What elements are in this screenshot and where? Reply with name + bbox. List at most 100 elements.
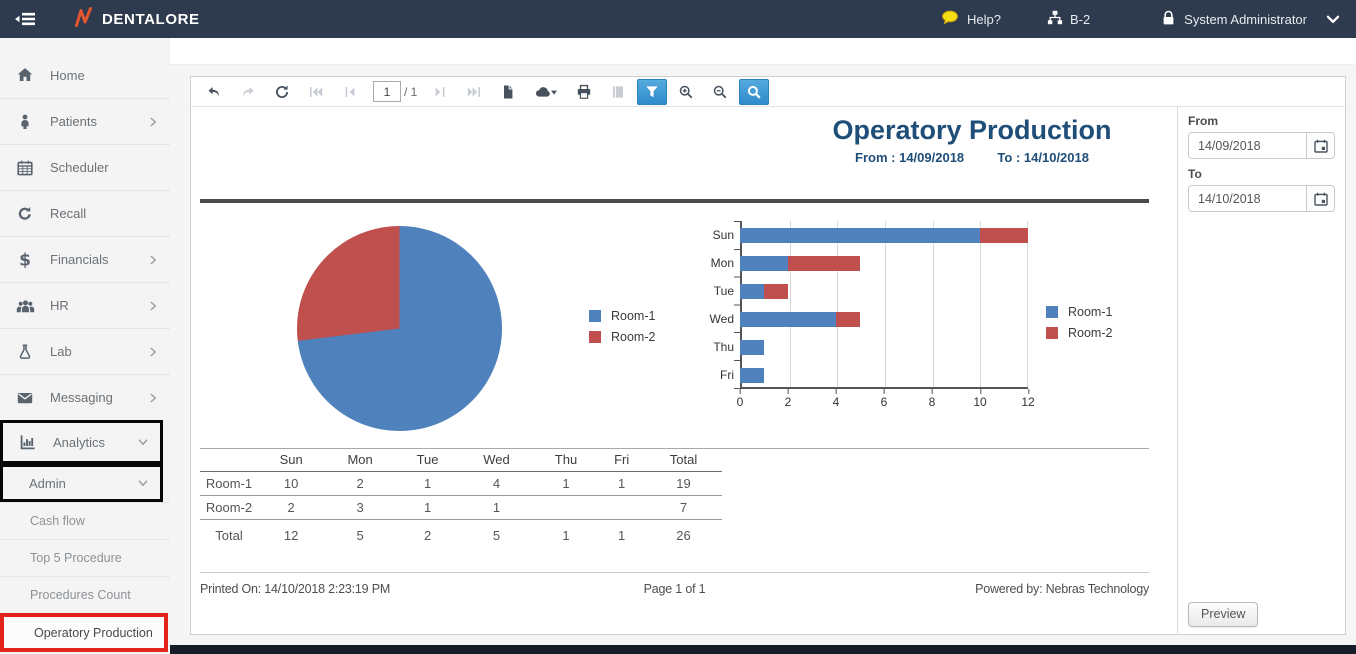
bar-row — [740, 361, 1028, 389]
table-cell — [533, 495, 599, 520]
table-cell: 5 — [356, 528, 364, 543]
undo-icon[interactable] — [199, 79, 229, 105]
sidebar-item-patients[interactable]: Patients — [0, 98, 170, 144]
bar-category-label: Thu — [713, 340, 734, 354]
bar-xaxis: 0 2 4 6 8 10 12 — [736, 389, 1035, 411]
sidebar-item-scheduler[interactable]: Scheduler — [0, 144, 170, 190]
table-cell: 1 — [395, 471, 460, 496]
patient-icon — [16, 113, 44, 131]
chevron-down-icon — [138, 437, 148, 447]
bar-x-tick: 0 — [736, 389, 744, 409]
calendar-icon — [16, 159, 44, 177]
table-header-cell: Wed — [459, 449, 534, 472]
table-header-cell: Thu — [533, 449, 599, 472]
download-cloud-icon[interactable] — [527, 79, 565, 105]
table-header-cell: Sun — [258, 449, 325, 472]
bar-category-label: Wed — [709, 312, 734, 326]
table-cell: 1 — [533, 471, 599, 496]
sidebar-item-hr[interactable]: HR — [0, 282, 170, 328]
table-cell: 1 — [598, 471, 646, 496]
table-cell: 12 — [283, 528, 299, 543]
sidebar-item-top5-procedure[interactable]: Top 5 Procedure — [0, 539, 170, 576]
export-document-icon[interactable] — [493, 79, 523, 105]
report-table-head-row: Sun Mon Tue Wed Thu Fri Total — [200, 449, 722, 472]
brand: DENTALORE — [74, 6, 200, 33]
table-top-line — [200, 448, 1149, 449]
bar-rows — [740, 221, 1028, 389]
sidebar-item-admin[interactable]: Admin — [0, 464, 163, 502]
to-label: To — [1188, 167, 1202, 181]
brand-name: DENTALORE — [102, 10, 200, 28]
table-cell: 26 — [676, 528, 691, 543]
title-separator — [200, 199, 1149, 203]
chevron-down-icon — [138, 478, 148, 488]
from-date-input[interactable] — [1189, 133, 1306, 158]
report-title: Operatory Production — [832, 115, 1112, 145]
refresh-icon[interactable] — [267, 79, 297, 105]
filter-icon[interactable] — [637, 78, 668, 105]
report-toolbar: / 1 — [191, 77, 1345, 107]
bar-chart: Sun Mon Tue Wed Thu Fri 0 2 4 6 8 10 12 — [696, 221, 1176, 411]
redo-icon[interactable] — [233, 79, 263, 105]
table-cell: 2 — [423, 528, 432, 543]
sidebar-item-analytics[interactable]: Analytics — [0, 420, 163, 464]
print-icon[interactable] — [569, 79, 599, 105]
flask-icon — [16, 343, 44, 361]
table-header-cell: Total — [645, 449, 722, 472]
sidebar-item-financials[interactable]: $ Financials — [0, 236, 170, 282]
pie-chart — [297, 226, 502, 431]
chevron-right-icon — [149, 254, 157, 265]
sidebar-item-cash-flow[interactable]: Cash flow — [0, 502, 170, 539]
bar-row — [740, 249, 1028, 277]
preview-button[interactable]: Preview — [1188, 602, 1259, 627]
table-cell: 19 — [645, 471, 722, 496]
bar-legend: Room-1 Room-2 — [1046, 305, 1112, 347]
bar-segment — [836, 311, 860, 327]
bar-x-tick: 12 — [1021, 389, 1035, 409]
sidebar-item-messaging[interactable]: Messaging — [0, 374, 170, 420]
search-icon[interactable] — [739, 78, 770, 105]
bar-segment — [740, 339, 764, 355]
help-link[interactable]: Help? — [941, 10, 1001, 29]
zoom-in-icon[interactable] — [671, 79, 701, 105]
first-page-icon[interactable] — [301, 79, 331, 105]
table-cell: 10 — [258, 471, 325, 496]
bottom-bar — [0, 645, 1356, 654]
branch-selector[interactable]: B-2 — [1047, 10, 1090, 28]
bar-segment — [740, 283, 764, 299]
sidebar-item-home[interactable]: Home — [0, 52, 170, 98]
zoom-out-icon[interactable] — [705, 79, 735, 105]
bar-grid — [740, 221, 1028, 389]
next-page-icon[interactable] — [425, 79, 455, 105]
pie-legend: Room-1 Room-2 — [589, 309, 655, 351]
table-row: Room-2 2 3 1 1 7 — [200, 495, 722, 520]
to-calendar-icon[interactable] — [1306, 186, 1334, 211]
bar-segment — [740, 367, 764, 383]
table-row-label: Room-1 — [200, 471, 258, 496]
legend-swatch-room1 — [1046, 306, 1058, 318]
bar-segment — [764, 283, 788, 299]
to-date-input[interactable] — [1189, 186, 1306, 211]
report-date-range: From : 14/09/2018 To : 14/10/2018 — [855, 150, 1089, 165]
table-header-cell: Tue — [395, 449, 460, 472]
help-chat-icon — [941, 10, 960, 29]
from-calendar-icon[interactable] — [1306, 133, 1334, 158]
table-cell: 1 — [395, 495, 460, 520]
page-total-label: / 1 — [404, 84, 418, 99]
last-page-icon[interactable] — [459, 79, 489, 105]
sidebar-item-recall[interactable]: Recall — [0, 190, 170, 236]
page-number-input[interactable] — [373, 81, 401, 102]
home-icon — [16, 66, 44, 84]
bar-segment — [980, 227, 1028, 243]
sidebar-item-procedures-count[interactable]: Procedures Count — [0, 576, 170, 613]
user-menu[interactable]: System Administrator — [1162, 10, 1340, 29]
sidebar-collapse-icon[interactable] — [14, 11, 38, 27]
report-footer: Printed On: 14/10/2018 2:23:19 PM Page 1… — [200, 572, 1149, 596]
report-book-icon[interactable] — [603, 79, 633, 105]
prev-page-icon[interactable] — [335, 79, 365, 105]
chevron-right-icon — [149, 300, 157, 311]
dentalore-logo-icon — [74, 6, 93, 33]
sidebar-item-operatory-production[interactable]: Operatory Production — [0, 613, 168, 652]
sidebar-item-lab[interactable]: Lab — [0, 328, 170, 374]
bar-y-ticks — [734, 221, 740, 390]
